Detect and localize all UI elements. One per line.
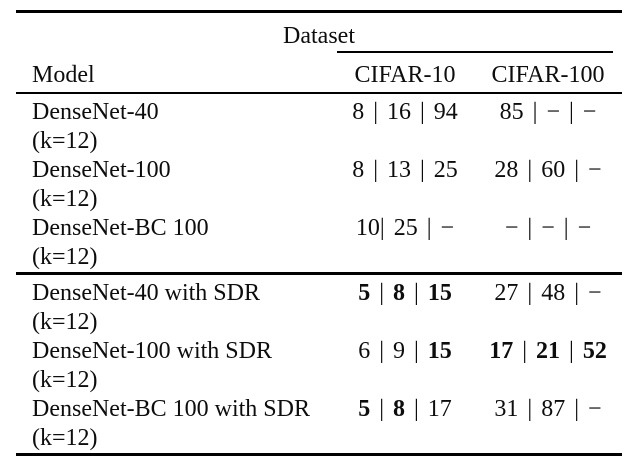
- model-cell: DenseNet-40 with SDR (k=12): [16, 279, 340, 337]
- bold-value-segment: 15: [427, 279, 452, 306]
- value-segment: |: [560, 337, 583, 364]
- model-variant: (k=12): [32, 244, 98, 270]
- cifar10-cell: 8 | 13 | 25: [340, 156, 480, 185]
- sdr-models-group: DenseNet-40 with SDR (k=12) 5 | 8 | 15 27 |…: [16, 275, 622, 453]
- cifar100-cell: 17 | 21 | 52: [480, 337, 622, 366]
- value-segment: 85 | − | −: [499, 99, 597, 125]
- cifar100-column-header: CIFAR-100: [491, 61, 605, 88]
- header-rule: [16, 91, 622, 94]
- model-name: DenseNet-100: [32, 157, 171, 183]
- dataset-header-label: Dataset: [283, 23, 355, 49]
- bold-value-segment: 21: [536, 337, 560, 364]
- value-segment: 28 | 60 | −: [494, 157, 602, 183]
- table-row: DenseNet-BC 100 with SDR (k=12) 5 | 8 | 17…: [16, 395, 622, 453]
- model-name: DenseNet-40: [32, 99, 159, 125]
- value-segment: 10| 25 | −: [355, 215, 455, 241]
- table-row: DenseNet-40 (k=12) 8 | 16 | 94 85 | − | −: [16, 98, 622, 156]
- baseline-models-group: DenseNet-40 (k=12) 8 | 16 | 94 85 | − | − De…: [16, 94, 622, 272]
- model-name: DenseNet-100 with SDR: [32, 337, 272, 364]
- cifar10-cell: 8 | 16 | 94: [340, 98, 480, 127]
- model-cell: DenseNet-BC 100 (k=12): [16, 214, 340, 272]
- group-separator-rule: [16, 272, 622, 275]
- model-cell: DenseNet-100 with SDR (k=12): [16, 337, 340, 395]
- table-row: DenseNet-40 with SDR (k=12) 5 | 8 | 15 27 |…: [16, 279, 622, 337]
- model-name: DenseNet-BC 100: [32, 215, 209, 241]
- column-header-row: Model CIFAR-10 CIFAR-100: [16, 53, 622, 92]
- cifar10-cell: 6 | 9 | 15: [340, 337, 480, 366]
- dataset-header-row: Dataset: [16, 13, 622, 51]
- cifar100-cell: 31 | 87 | −: [480, 395, 622, 424]
- model-variant: (k=12): [32, 186, 98, 212]
- model-variant: (k=12): [32, 366, 98, 393]
- model-cell: DenseNet-40 (k=12): [16, 98, 340, 156]
- model-variant: (k=12): [32, 128, 98, 154]
- bold-value-segment: 17: [489, 337, 514, 364]
- model-variant: (k=12): [32, 424, 98, 451]
- table-row: DenseNet-BC 100 (k=12) 10| 25 | − − | − | −: [16, 214, 622, 272]
- cifar100-cell: 28 | 60 | −: [480, 156, 622, 185]
- results-table: Dataset Model CIFAR-10 CIFAR-100 DenseNe…: [16, 10, 622, 456]
- value-segment: 8 | 16 | 94: [352, 99, 458, 125]
- table-row: DenseNet-100 with SDR (k=12) 6 | 9 | 15 17 …: [16, 337, 622, 395]
- value-segment: 31 | 87 | −: [494, 395, 602, 422]
- top-rule: [16, 10, 622, 13]
- table-row: DenseNet-100 (k=12) 8 | 13 | 25 28 | 60 | −: [16, 156, 622, 214]
- model-name: DenseNet-BC 100 with SDR: [32, 395, 310, 422]
- value-segment: |: [405, 279, 428, 306]
- value-segment: 6 | 9 |: [358, 337, 428, 364]
- cifar10-cell: 5 | 8 | 15: [340, 279, 480, 308]
- cifar100-cell: 27 | 48 | −: [480, 279, 622, 308]
- model-column-header: Model: [32, 61, 95, 88]
- value-segment: − | − | −: [504, 215, 592, 241]
- bold-value-segment: 52: [582, 337, 607, 364]
- value-segment: |: [370, 279, 393, 306]
- value-segment: |: [370, 395, 393, 422]
- model-variant: (k=12): [32, 308, 98, 335]
- bold-value-segment: 5: [358, 395, 371, 422]
- value-segment: | 17: [405, 395, 452, 422]
- dataset-underline-rule: [337, 51, 613, 53]
- bold-value-segment: 15: [427, 337, 452, 364]
- bold-value-segment: 8: [393, 279, 405, 306]
- cifar10-column-header: CIFAR-10: [354, 61, 456, 88]
- model-name: DenseNet-40 with SDR: [32, 279, 260, 306]
- value-segment: 27 | 48 | −: [494, 279, 602, 306]
- bold-value-segment: 5: [358, 279, 371, 306]
- cifar100-cell: − | − | −: [480, 214, 622, 243]
- cifar10-cell: 10| 25 | −: [340, 214, 480, 243]
- model-cell: DenseNet-BC 100 with SDR (k=12): [16, 395, 340, 453]
- bold-value-segment: 8: [393, 395, 405, 422]
- bottom-rule: [16, 452, 622, 456]
- value-segment: 8 | 13 | 25: [352, 157, 458, 183]
- value-segment: |: [513, 337, 536, 364]
- cifar100-cell: 85 | − | −: [480, 98, 622, 127]
- cifar10-cell: 5 | 8 | 17: [340, 395, 480, 424]
- model-cell: DenseNet-100 (k=12): [16, 156, 340, 214]
